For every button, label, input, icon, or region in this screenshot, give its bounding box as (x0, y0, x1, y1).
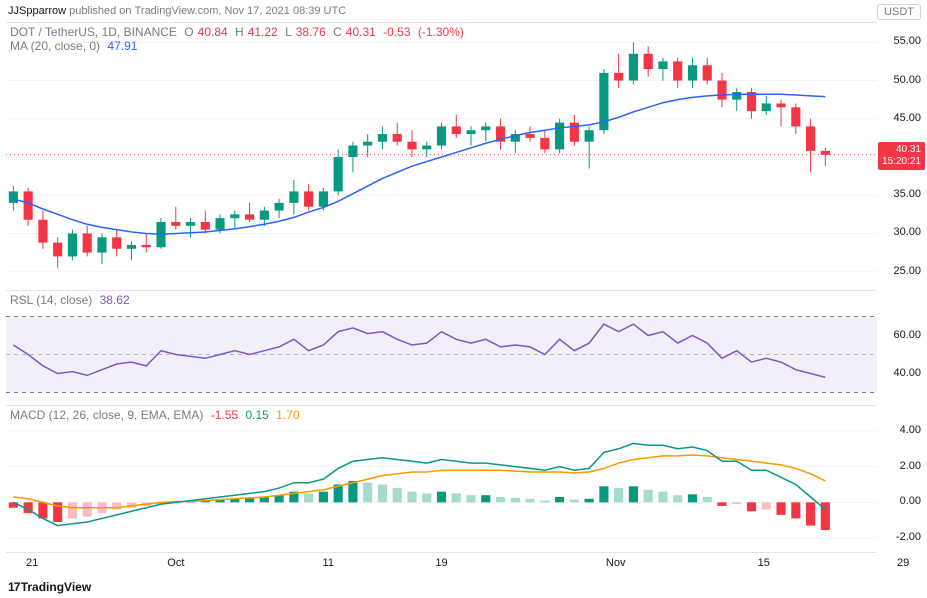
tradingview-logo-text: TradingView (21, 580, 91, 594)
publish-info: JJSpparrow published on TradingView.com … (0, 0, 927, 22)
macd-legend: MACD (12, 26, close, 9, EMA, EMA) -1.55 … (10, 408, 304, 422)
symbol-label: DOT / TetherUS, 1D, BINANCE (10, 25, 177, 39)
quote-currency-badge[interactable]: USDT (877, 4, 921, 20)
tradingview-logo-icon: 17 (8, 580, 17, 594)
tradingview-logo[interactable]: 17 TradingView (8, 580, 91, 594)
x-tick: 11 (323, 557, 334, 569)
macd-v2: 0.15 (245, 408, 268, 422)
price-y-axis[interactable]: 25.0030.0035.0040.0045.0050.0055.0040.31… (877, 22, 927, 290)
timestamp: Nov 17, 2021 08:39 UTC (224, 5, 346, 17)
x-tick: 19 (435, 557, 447, 569)
author: JJSpparrow (8, 5, 66, 17)
price-chart-svg (6, 23, 877, 291)
ohlc-change-pct: (-1.30%) (418, 25, 464, 39)
published-text: published on (69, 5, 131, 17)
site: TradingView.com (135, 5, 219, 17)
ohlc-low: 38.76 (296, 25, 326, 39)
ohlc-high: 41.22 (248, 25, 278, 39)
x-tick: Oct (167, 557, 184, 569)
rsi-label: RSL (14, close) (10, 293, 92, 307)
last-price-tag: 40.3115:20:21 (878, 142, 925, 170)
rsi-chart-svg (6, 291, 877, 406)
ohlc-change: -0.53 (383, 25, 410, 39)
rsi-panel[interactable]: RSL (14, close) 38.62 (6, 290, 877, 405)
time-axis[interactable]: 21Oct1119Nov1529 (6, 552, 877, 572)
x-tick: Nov (606, 557, 626, 569)
ohlc-close: 40.31 (346, 25, 376, 39)
x-tick: 21 (26, 557, 38, 569)
macd-y-axis[interactable]: -2.000.002.004.00 (877, 405, 927, 550)
macd-v3: 1.70 (276, 408, 299, 422)
macd-label: MACD (12, 26, close, 9, EMA, EMA) (10, 408, 203, 422)
x-tick: 29 (897, 557, 909, 569)
price-legend: DOT / TetherUS, 1D, BINANCE O40.84 H41.2… (10, 25, 468, 53)
ohlc-open: 40.84 (198, 25, 228, 39)
price-chart-panel[interactable]: DOT / TetherUS, 1D, BINANCE O40.84 H41.2… (6, 22, 877, 290)
ma-label: MA (20, close, 0) (10, 39, 100, 53)
rsi-value: 38.62 (100, 293, 130, 307)
macd-chart-svg (6, 406, 877, 551)
rsi-y-axis[interactable]: 40.0060.00 (877, 290, 927, 405)
macd-v1: -1.55 (211, 408, 238, 422)
ma-value: 47.91 (107, 39, 137, 53)
x-tick: 15 (758, 557, 770, 569)
rsi-legend: RSL (14, close) 38.62 (10, 293, 134, 307)
macd-panel[interactable]: MACD (12, 26, close, 9, EMA, EMA) -1.55 … (6, 405, 877, 550)
